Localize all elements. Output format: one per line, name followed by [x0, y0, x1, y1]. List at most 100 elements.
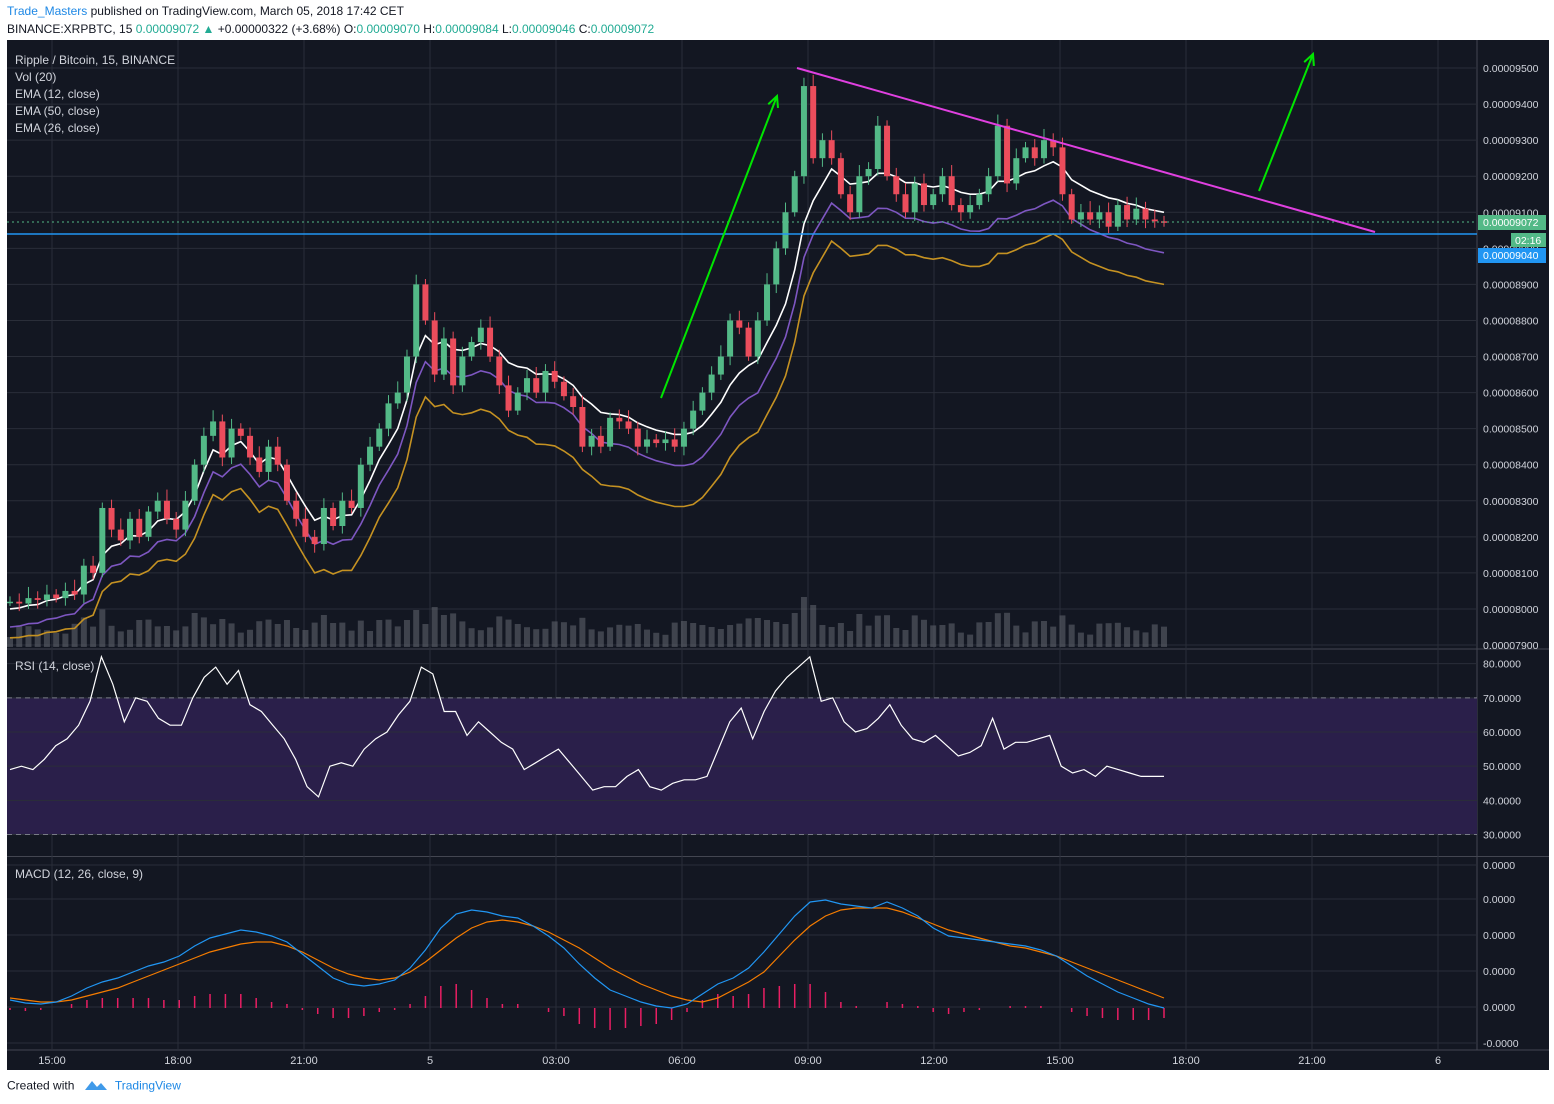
volume-bar: [902, 630, 909, 647]
candle-body: [902, 194, 909, 213]
volume-bar: [330, 623, 337, 647]
candle-body: [644, 439, 651, 447]
macd-tick-label: 0.0000: [1483, 930, 1515, 942]
volume-bar: [1040, 621, 1047, 647]
volume-bar: [440, 615, 447, 647]
volume-bar: [930, 625, 937, 647]
rsi-tick-label: 30.0000: [1483, 830, 1521, 842]
candle-body: [542, 370, 549, 393]
rsi-tick-label: 80.0000: [1483, 659, 1521, 671]
volume-bar: [1087, 634, 1094, 647]
volume-bar: [764, 620, 771, 647]
candle-body: [514, 392, 521, 411]
candle-body: [99, 507, 106, 573]
candle-body: [819, 140, 826, 159]
legend-ema12: EMA (12, close): [15, 87, 100, 101]
volume-bar: [127, 629, 134, 647]
candle-body: [967, 205, 974, 213]
price-change: +0.00000322 (+3.68%): [217, 22, 341, 36]
volume-bar: [690, 623, 697, 647]
volume-bar: [1142, 632, 1149, 647]
countdown-badge: [1511, 233, 1546, 247]
time-tick-label: 18:00: [1172, 1055, 1200, 1067]
candle-body: [283, 464, 290, 501]
volume-bar: [385, 619, 392, 647]
candle-body: [496, 356, 503, 386]
price-tick-label: 0.00009200: [1483, 171, 1539, 183]
volume-bar: [477, 630, 484, 647]
volume-bar: [579, 617, 586, 647]
candle-body: [884, 125, 891, 177]
author-link[interactable]: Trade_Masters: [7, 4, 88, 18]
candle-body: [320, 507, 327, 545]
candle-body: [754, 320, 761, 357]
candle-body: [293, 500, 300, 519]
volume-bar: [108, 625, 115, 647]
candle-body: [1050, 140, 1057, 148]
symbol-header: BINANCE:XRPBTC, 15 0.00009072 ▲ +0.00000…: [7, 22, 654, 36]
volume-bar: [782, 624, 789, 647]
legend-vol: Vol (20): [15, 70, 57, 84]
candle-body: [311, 536, 318, 545]
low-label: L:: [501, 22, 512, 36]
ema50-line: [9, 233, 1165, 639]
volume-bar: [200, 617, 207, 647]
volume-bar: [339, 622, 346, 647]
candle-body: [422, 284, 429, 321]
volume-bar: [403, 620, 410, 647]
candle-body: [117, 529, 124, 541]
candle-body: [837, 158, 844, 195]
candle-body: [616, 417, 623, 422]
chart-canvas[interactable]: 15:00 18:00 21:00 5 03:00 06:00 09:00 12:00 15:0…: [7, 40, 1549, 1070]
candle-body: [939, 176, 946, 195]
time-tick-label: 12:00: [920, 1055, 948, 1067]
volume-bar: [228, 623, 235, 647]
volume-bar: [1105, 623, 1112, 647]
candle-body: [145, 511, 152, 537]
legend-title: Ripple / Bitcoin, 15, BINANCE: [15, 53, 176, 67]
candle-body: [173, 518, 180, 530]
candle-body: [717, 356, 724, 375]
volume-bar: [247, 629, 254, 647]
volume-bar: [644, 629, 651, 647]
candle-body: [136, 518, 143, 537]
time-tick-label: 15:00: [1046, 1055, 1074, 1067]
tradingview-link[interactable]: TradingView: [114, 1078, 181, 1093]
candle-body: [394, 392, 401, 404]
last-price: 0.00009072: [135, 22, 200, 36]
volume-bar: [71, 623, 78, 647]
last-price-badge-text: 0.00009072: [1483, 217, 1539, 229]
candle-body: [634, 428, 641, 447]
volume-bar: [699, 625, 706, 647]
candle-body: [653, 439, 660, 444]
chart-area[interactable]: 15:00 18:00 21:00 5 03:00 06:00 09:00 12:00 15:0…: [7, 40, 1549, 1070]
candle-body: [1087, 212, 1094, 220]
footer: Created with TradingView: [7, 1078, 181, 1095]
volume-bar: [413, 610, 420, 647]
time-tick-label: 03:00: [542, 1055, 570, 1067]
candle-body: [330, 507, 337, 526]
price-tick-label: 0.00008300: [1483, 496, 1539, 508]
candle-body: [764, 284, 771, 321]
target-arrow-head: [1303, 51, 1315, 67]
volume-bar: [1077, 632, 1084, 647]
candle-body: [911, 183, 918, 213]
candle-body: [1068, 194, 1075, 220]
candle-body: [745, 327, 752, 357]
volume-bar: [394, 626, 401, 647]
candle-body: [191, 464, 198, 501]
candle-body: [459, 356, 466, 386]
candle-body: [680, 428, 687, 447]
volume-bar: [570, 625, 577, 647]
rsi-tick-label: 70.0000: [1483, 693, 1521, 705]
volume-bar: [496, 616, 503, 647]
legend-ema50: EMA (50, close): [15, 104, 100, 118]
candle-body: [274, 446, 281, 465]
volume-bar: [856, 614, 863, 647]
descending-trendline: [796, 67, 1376, 233]
candle-body: [1077, 212, 1084, 220]
time-tick-label: 06:00: [668, 1055, 696, 1067]
price-tick-label: 0.00009300: [1483, 135, 1539, 147]
candle-body: [302, 518, 309, 537]
candle-body: [219, 421, 226, 458]
